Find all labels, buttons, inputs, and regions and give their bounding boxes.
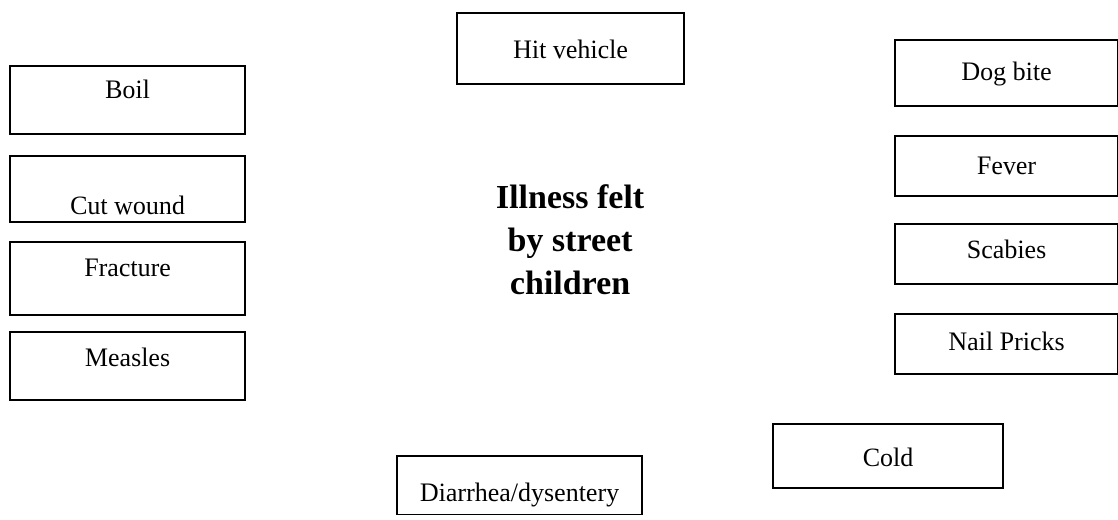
node-box bbox=[396, 455, 643, 516]
center-title: by street bbox=[508, 222, 634, 259]
node-label: Nail Pricks bbox=[948, 327, 1064, 356]
node-label: Cold bbox=[863, 443, 914, 472]
node-label: Scabies bbox=[967, 235, 1046, 264]
node-box bbox=[9, 241, 246, 316]
node-box bbox=[772, 423, 1004, 489]
node-box bbox=[9, 331, 246, 401]
node-label: Hit vehicle bbox=[513, 35, 628, 64]
center-title: children bbox=[510, 265, 630, 302]
node-box bbox=[894, 313, 1118, 375]
node-box bbox=[894, 39, 1118, 107]
node-label: Measles bbox=[85, 343, 170, 372]
node-label: Fracture bbox=[84, 253, 171, 282]
node-box bbox=[894, 223, 1118, 285]
center-title: Illness felt bbox=[496, 179, 645, 216]
node-label: Diarrhea/dysentery bbox=[420, 478, 619, 507]
node-label: Cut wound bbox=[70, 191, 185, 220]
node-label: Fever bbox=[977, 151, 1037, 180]
node-box bbox=[9, 65, 246, 135]
node-box bbox=[894, 135, 1118, 197]
node-label: Boil bbox=[105, 75, 150, 104]
node-label: Dog bite bbox=[961, 57, 1051, 86]
node-box bbox=[456, 12, 685, 85]
node-box bbox=[9, 155, 246, 223]
